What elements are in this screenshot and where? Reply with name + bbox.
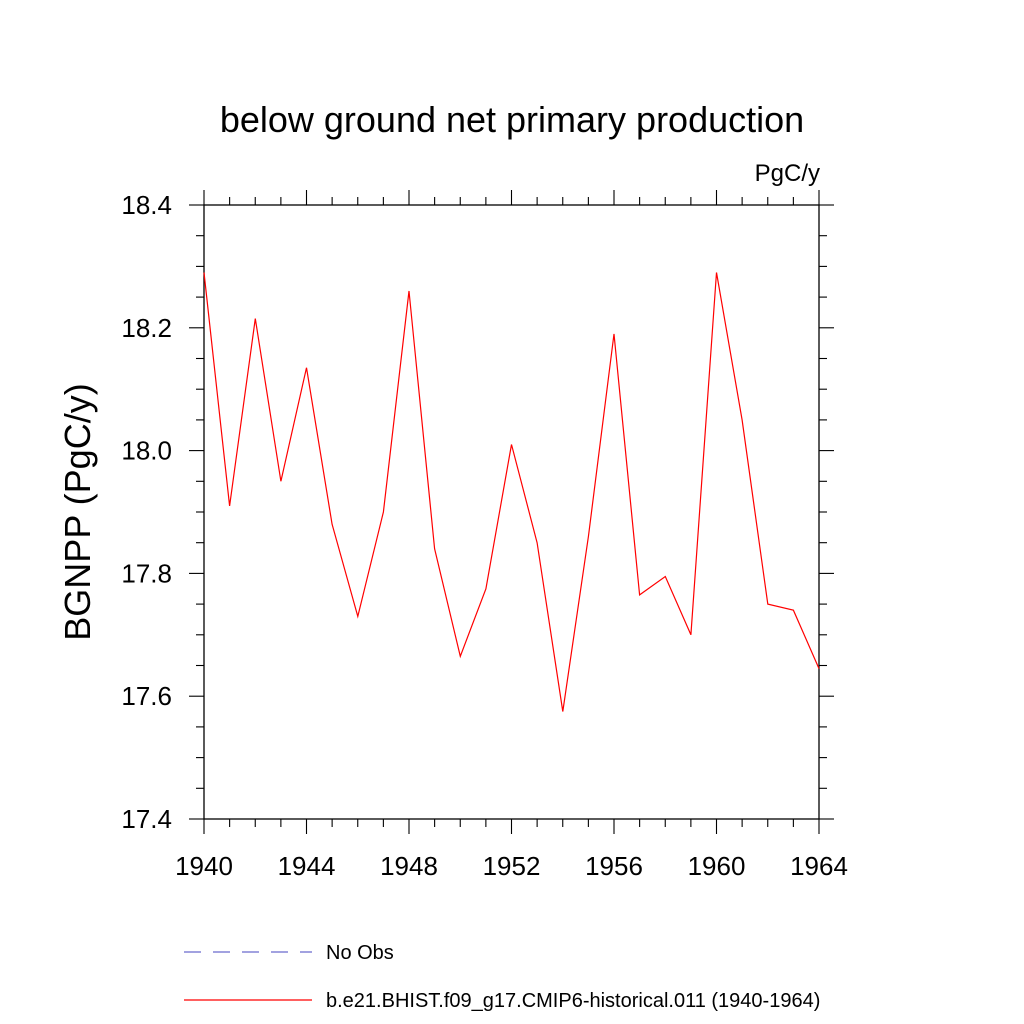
legend-label-historical: b.e21.BHIST.f09_g17.CMIP6-historical.011… bbox=[326, 990, 820, 1012]
y-axis-label: BGNPP (PgC/y) bbox=[57, 383, 98, 640]
x-tick-label: 1952 bbox=[483, 851, 541, 881]
x-tick-labels: 1940 1944 1948 1952 1956 1960 1964 bbox=[175, 851, 848, 881]
series-line bbox=[203, 272, 820, 712]
y-tick-label: 17.4 bbox=[121, 804, 172, 834]
x-tick-label: 1960 bbox=[688, 851, 746, 881]
y-tick-label: 17.8 bbox=[121, 558, 172, 588]
chart-title: below ground net primary production bbox=[220, 99, 804, 140]
x-tick-label: 1940 bbox=[175, 851, 233, 881]
axis-ticks bbox=[189, 190, 834, 834]
units-label: PgC/y bbox=[755, 160, 820, 187]
legend-label-no-obs: No Obs bbox=[326, 942, 394, 964]
y-tick-label: 17.6 bbox=[121, 681, 172, 711]
x-tick-label: 1964 bbox=[790, 851, 848, 881]
legend: No Obs b.e21.BHIST.f09_g17.CMIP6-histori… bbox=[184, 942, 820, 1012]
y-tick-label: 18.0 bbox=[121, 436, 172, 466]
y-tick-label: 18.2 bbox=[121, 313, 172, 343]
x-tick-label: 1956 bbox=[585, 851, 643, 881]
y-tick-labels: 17.4 17.6 17.8 18.0 18.2 18.4 bbox=[121, 190, 172, 834]
plot-frame bbox=[203, 204, 820, 820]
y-tick-label: 18.4 bbox=[121, 190, 172, 220]
x-tick-label: 1944 bbox=[278, 851, 336, 881]
x-tick-label: 1948 bbox=[380, 851, 438, 881]
